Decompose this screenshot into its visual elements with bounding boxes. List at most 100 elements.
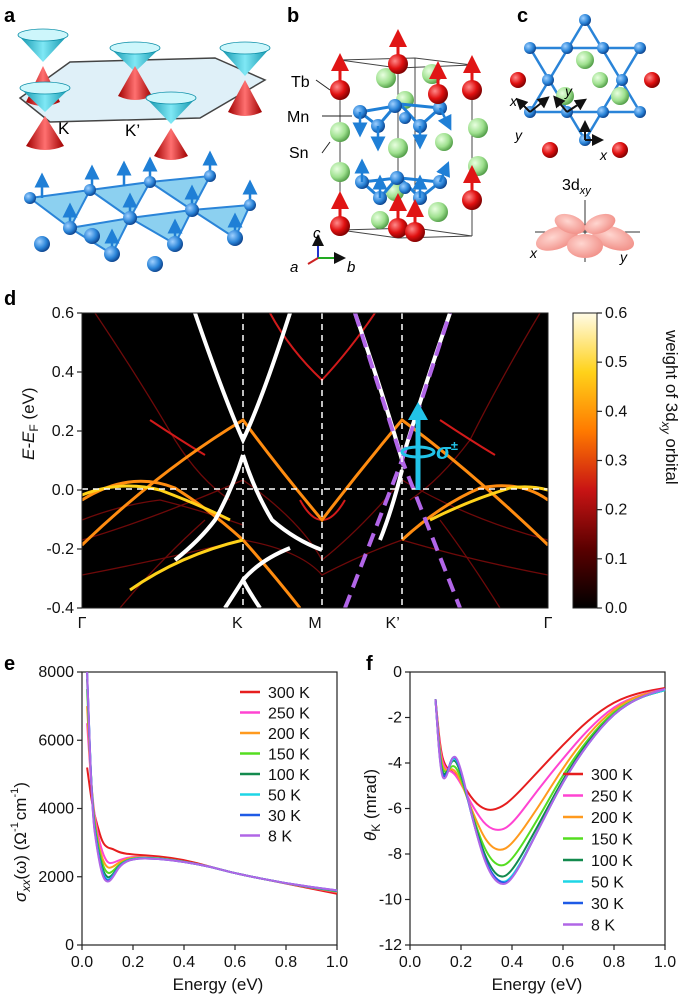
y-tick-label: 0 (65, 937, 74, 954)
x-tick-label: 1.0 (654, 954, 676, 971)
local-axes (515, 95, 604, 146)
colorbar-tick-label: 0.2 (605, 502, 627, 519)
tb-sites (510, 72, 660, 158)
x-tick-label: 0.0 (71, 954, 93, 971)
sigma-label: σ± (436, 438, 459, 464)
x-tick-label: 0.2 (450, 954, 472, 971)
d-y-tick-label: 0.4 (52, 364, 74, 381)
colorbar-tick-label: 0.4 (605, 403, 627, 420)
d-kpoint-label: K’ (386, 615, 400, 632)
crystal-axes: c a b (290, 225, 355, 276)
legend-label: 250 K (268, 706, 310, 723)
panel-label-e: e (4, 653, 15, 675)
k-point-label: K (58, 119, 70, 138)
legend-label: 200 K (268, 726, 310, 743)
y-tick-label: -8 (388, 846, 402, 863)
orbital-x-label: x (529, 245, 538, 261)
series-line (434, 686, 666, 811)
x-tick-label: 0.6 (552, 954, 574, 971)
y-tick-label: -10 (379, 892, 402, 909)
orbital-label: 3dxy (562, 177, 592, 197)
panel-b: b (287, 5, 488, 276)
panel-label-f: f (366, 653, 373, 675)
d-y-tick-label: -0.4 (46, 600, 74, 617)
d-y-tick-label: 0.0 (52, 482, 74, 499)
colorbar-tick-label: 0.6 (605, 305, 627, 322)
atom-label-tb: Tb (291, 74, 310, 91)
dirac-cone-k3 (219, 41, 271, 116)
orbital-y-label: y (619, 249, 628, 265)
local-y-label-2: y (564, 83, 573, 99)
x-tick-label: 0.0 (399, 954, 421, 971)
d-y-tick-label: 0.2 (52, 423, 74, 440)
y-tick-label: 6000 (38, 732, 74, 749)
series-line (434, 689, 666, 867)
local-x-label: x (509, 93, 518, 109)
high-symmetry-lines (82, 313, 548, 608)
atom-label-sn: Sn (289, 145, 309, 162)
colorbar-tick-label: 0.3 (605, 453, 627, 470)
panel-label-d: d (4, 288, 16, 310)
legend-label: 300 K (591, 767, 633, 784)
legend-label: 50 K (268, 788, 301, 805)
series-line (86, 767, 338, 895)
y-tick-label: 0 (393, 664, 402, 681)
d-kpoint-label: M (308, 615, 321, 632)
x-tick-label: 0.8 (603, 954, 625, 971)
x-tick-label: 0.8 (275, 954, 297, 971)
colorbar-tick-label: 0.0 (605, 600, 627, 617)
y-tick-label: 8000 (38, 664, 74, 681)
band-plot-frame (81, 312, 549, 609)
legend-label: 100 K (268, 767, 310, 784)
axis-b-label: b (347, 259, 355, 276)
local-x-label-2: x (599, 147, 608, 163)
kagome-spin-lattice (24, 150, 258, 272)
optical-transition-arrow: σ± (400, 402, 459, 490)
axis-c-label: c (313, 225, 321, 242)
d-kpoint-label: K (232, 615, 243, 632)
y-tick-label: 4000 (38, 801, 74, 818)
d-kpoint-label: Γ (544, 615, 553, 632)
x-tick-label: 0.4 (173, 954, 195, 971)
dirac-cone-k5 (145, 91, 197, 160)
tb-atoms (330, 29, 482, 242)
colorbar-tick-label: 0.1 (605, 551, 627, 568)
legend-label: 8 K (268, 829, 292, 846)
d-y-ticks: -0.4 -0.2 0.0 0.2 0.4 0.6 (46, 305, 82, 617)
series-line (86, 671, 338, 892)
y-tick-label: -4 (388, 755, 402, 772)
d-y-axis-label: E-EF (eV) (19, 387, 41, 460)
legend-label: 50 K (591, 875, 624, 892)
colorbar (572, 312, 598, 609)
legend-label: 30 K (268, 808, 301, 825)
d-kpoint-ticks: Γ K M K’ Γ (78, 615, 553, 632)
mn-kagome-layers (352, 99, 452, 205)
legend-label: 30 K (591, 896, 624, 913)
panel-label-a: a (4, 5, 16, 27)
series-line (434, 689, 666, 851)
colorbar-tick-label: 0.5 (605, 354, 627, 371)
legend-label: 100 K (591, 853, 633, 870)
panel-label-c: c (517, 5, 528, 27)
d-y-tick-label: 0.6 (52, 305, 74, 322)
legend-label: 200 K (591, 810, 633, 827)
k-prime-point-label: K’ (125, 121, 140, 140)
legend-label: 150 K (591, 832, 633, 849)
dirac-cone-k4 (19, 81, 71, 150)
legend-label: 8 K (591, 918, 615, 935)
x-tick-label: 0.2 (122, 954, 144, 971)
e-x-axis-label: Energy (eV) (173, 975, 264, 994)
e-y-axis-label: σxx(ω) (Ω-1cm-1) (9, 782, 33, 902)
series-line (434, 688, 666, 831)
colorbar-label: weight of 3dxy orbital (659, 329, 681, 485)
axis-a-label: a (290, 259, 298, 276)
legend-label: 300 K (268, 685, 310, 702)
x-tick-label: 0.4 (501, 954, 523, 971)
d-kpoint-label: Γ (78, 615, 87, 632)
dxy-orbital-lobes (535, 200, 640, 262)
legend-label: 150 K (268, 747, 310, 764)
legend-label: 250 K (591, 789, 633, 806)
x-tick-label: 0.6 (224, 954, 246, 971)
orange-bands (82, 417, 548, 608)
